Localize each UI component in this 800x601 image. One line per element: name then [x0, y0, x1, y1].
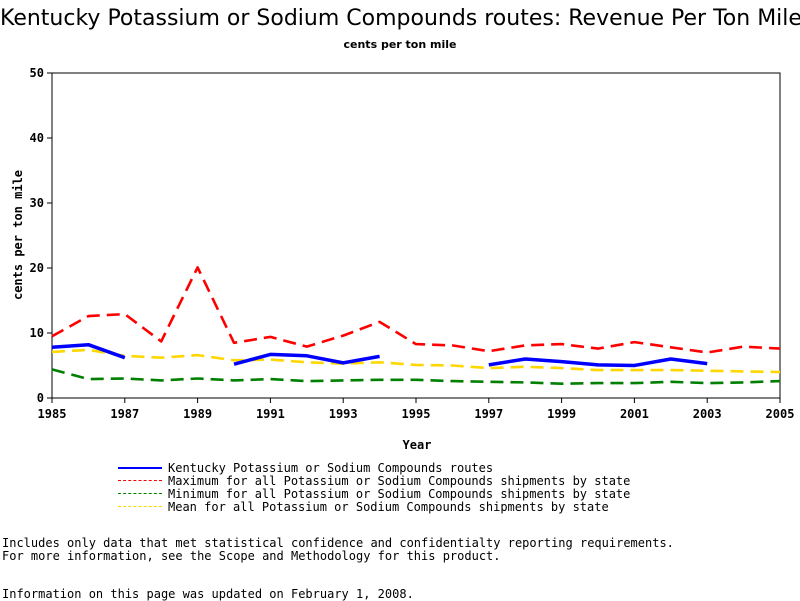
legend-item: Minimum for all Potassium or Sodium Comp… [118, 486, 631, 501]
footnote-updated: Information on this page was updated on … [2, 587, 414, 601]
legend-item: Maximum for all Potassium or Sodium Comp… [118, 473, 631, 488]
legend-item: Kentucky Potassium or Sodium Compounds r… [118, 460, 630, 475]
x-tick-label: 1995 [402, 407, 431, 421]
y-tick-label: 10 [30, 326, 44, 340]
series-line-1 [51, 266, 781, 354]
legend-item: Mean for all Potassium or Sodium Compoun… [118, 499, 630, 514]
x-tick-label: 1985 [38, 407, 67, 421]
x-axis-label: Year [403, 438, 432, 452]
x-tick-label: 2003 [693, 407, 722, 421]
chart-legend: Kentucky Potassium or Sodium Compounds r… [118, 460, 631, 514]
legend-label: Kentucky Potassium or Sodium Compounds r… [168, 460, 494, 475]
x-tick-label: 1999 [547, 407, 576, 421]
legend-swatch [118, 493, 162, 494]
footnote-methodology: For more information, see the Scope and … [2, 549, 501, 563]
legend-swatch [118, 480, 162, 481]
y-tick-label: 40 [30, 131, 44, 145]
series-line-2 [51, 368, 781, 385]
x-tick-label: 1993 [329, 407, 358, 421]
y-tick-label: 0 [37, 391, 44, 405]
legend-swatch [118, 506, 162, 507]
x-tick-label: 1987 [110, 407, 139, 421]
chart-subtitle: cents per ton mile [343, 38, 457, 51]
x-tick-label: 1991 [256, 407, 285, 421]
legend-label: Mean for all Potassium or Sodium Compoun… [168, 499, 609, 514]
x-tick-label: 2001 [620, 407, 649, 421]
series-line-0 [51, 342, 708, 368]
series-line-3 [51, 348, 781, 374]
y-axis-label: cents per ton mile [11, 170, 25, 300]
x-tick-label: 2005 [766, 407, 795, 421]
x-tick-label: 1997 [474, 407, 503, 421]
y-tick-label: 30 [30, 196, 44, 210]
x-tick-label: 1989 [183, 407, 212, 421]
chart-title: Kentucky Potassium or Sodium Compounds r… [0, 6, 800, 31]
y-tick-label: 50 [30, 66, 44, 80]
y-tick-label: 20 [30, 261, 44, 275]
legend-label: Maximum for all Potassium or Sodium Comp… [168, 473, 631, 488]
footnote-confidence: Includes only data that met statistical … [2, 536, 674, 550]
legend-swatch [118, 466, 162, 469]
plot-frame [51, 72, 781, 399]
legend-label: Minimum for all Potassium or Sodium Comp… [168, 486, 631, 501]
